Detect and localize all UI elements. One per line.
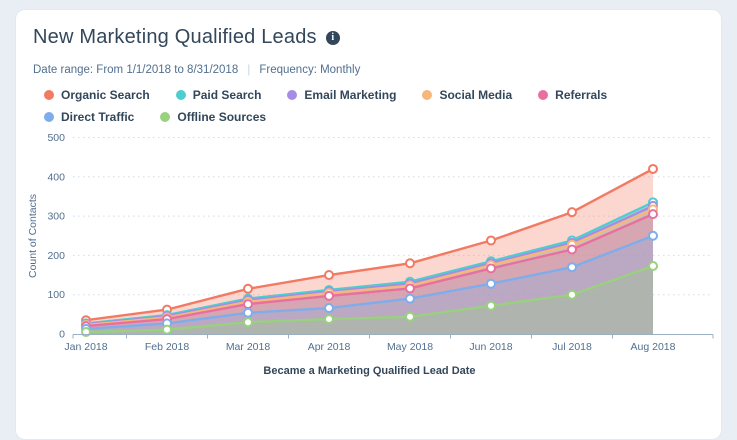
legend-item-organic-search[interactable]: Organic Search <box>44 88 150 102</box>
point-referrals-may-2018[interactable] <box>405 283 415 294</box>
point-organic-search-aug-2018[interactable] <box>648 163 658 174</box>
legend-label: Offline Sources <box>177 110 267 124</box>
point-offline-sources-jul-2018[interactable] <box>567 289 577 300</box>
series-line <box>84 264 655 334</box>
y-tick-label: 400 <box>47 171 65 183</box>
y-tick-label: 300 <box>47 211 65 223</box>
legend-swatch-icon <box>422 90 433 100</box>
legend-item-referrals[interactable]: Referrals <box>538 88 607 102</box>
series-organic-search <box>81 163 658 334</box>
point-offline-sources-mar-2018[interactable] <box>243 317 253 328</box>
point-direct-traffic-apr-2018[interactable] <box>324 303 334 314</box>
legend-label: Social Media <box>439 88 513 102</box>
point-organic-search-jul-2018[interactable] <box>567 207 577 218</box>
info-icon[interactable]: i <box>325 30 340 45</box>
series-line <box>84 167 655 322</box>
y-tick-label: 200 <box>47 250 65 262</box>
y-tick-label: 100 <box>47 289 65 301</box>
point-offline-sources-feb-2018[interactable] <box>162 324 172 335</box>
legend-label: Email Marketing <box>304 88 397 102</box>
legend-item-offline-sources[interactable]: Offline Sources <box>160 110 266 124</box>
legend-swatch-icon <box>538 90 549 100</box>
legend-item-paid-search[interactable]: Paid Search <box>175 88 262 102</box>
series-area <box>86 266 653 334</box>
point-organic-search-apr-2018[interactable] <box>324 270 334 281</box>
series-line <box>84 201 655 325</box>
point-referrals-jun-2018[interactable] <box>486 263 496 274</box>
meta-divider: | <box>247 62 251 76</box>
series-line <box>84 204 655 326</box>
legend-label: Referrals <box>555 88 608 102</box>
report-card: New Marketing Qualified Leads i Date ran… <box>15 9 722 440</box>
x-tick-label: Jan 2018 <box>64 341 107 353</box>
x-tick-label: Jul 2018 <box>552 341 592 353</box>
legend-item-email-marketing[interactable]: Email Marketing <box>287 88 396 102</box>
x-axis: Jan 2018 Feb 2018 Mar 2018 Apr 2018 May 2018… <box>64 334 714 377</box>
point-organic-search-mar-2018[interactable] <box>243 283 253 294</box>
chart-area: 0 100 200 300 400 500 Count of Contacts Jan 201… <box>16 131 721 393</box>
x-tick-label: Aug 2018 <box>631 341 676 353</box>
y-tick-label: 500 <box>47 132 65 144</box>
point-offline-sources-apr-2018[interactable] <box>324 314 334 325</box>
series-area <box>86 168 653 334</box>
point-direct-traffic-may-2018[interactable] <box>405 293 415 304</box>
y-axis-title: Count of Contacts <box>27 194 39 278</box>
legend-label: Organic Search <box>61 88 150 102</box>
point-referrals-apr-2018[interactable] <box>324 290 334 301</box>
legend-swatch-icon <box>44 90 54 100</box>
point-direct-traffic-jun-2018[interactable] <box>486 278 496 289</box>
report-meta: Date range: From 1/1/2018 to 8/31/2018 | F… <box>33 62 721 76</box>
x-tick-label: Feb 2018 <box>145 341 190 353</box>
series-offline-sources <box>81 261 658 338</box>
legend-swatch-icon <box>287 90 298 100</box>
point-direct-traffic-aug-2018[interactable] <box>648 230 658 241</box>
point-referrals-aug-2018[interactable] <box>648 209 658 220</box>
report-header: New Marketing Qualified Leads i <box>16 26 721 49</box>
point-offline-sources-may-2018[interactable] <box>405 311 415 322</box>
point-referrals-jul-2018[interactable] <box>567 244 577 255</box>
series-area <box>86 235 653 334</box>
date-range-label: Date range: From 1/1/2018 to 8/31/2018 <box>33 64 239 76</box>
y-axis: 0 100 200 300 400 500 Count of Contacts <box>27 132 65 341</box>
series-line <box>84 208 655 327</box>
point-organic-search-may-2018[interactable] <box>405 258 415 269</box>
point-referrals-mar-2018[interactable] <box>243 299 253 310</box>
point-direct-traffic-jul-2018[interactable] <box>567 262 577 273</box>
chart-legend: Organic Search Paid Search Email Marketing… <box>44 88 706 124</box>
x-axis-title: Became a Marketing Qualified Lead Date <box>263 365 475 377</box>
series-area <box>86 202 653 334</box>
point-offline-sources-jun-2018[interactable] <box>486 300 496 311</box>
legend-item-direct-traffic[interactable]: Direct Traffic <box>44 110 134 124</box>
gridlines <box>73 137 713 296</box>
series-line <box>84 212 655 328</box>
point-organic-search-jun-2018[interactable] <box>486 235 496 246</box>
x-tick-label: Apr 2018 <box>308 341 351 353</box>
legend-label: Paid Search <box>192 88 262 102</box>
y-tick-label: 0 <box>59 329 65 341</box>
legend-swatch-icon <box>160 112 171 122</box>
x-tick-label: Mar 2018 <box>226 341 271 353</box>
point-offline-sources-aug-2018[interactable] <box>648 261 658 272</box>
leads-area-chart: 0 100 200 300 400 500 Count of Contacts Jan 201… <box>27 132 714 377</box>
legend-item-social-media[interactable]: Social Media <box>422 88 512 102</box>
series-line <box>84 234 655 331</box>
series-direct-traffic <box>81 230 658 334</box>
x-tick-label: Jun 2018 <box>469 341 512 353</box>
x-tick-label: May 2018 <box>387 341 433 353</box>
point-direct-traffic-mar-2018[interactable] <box>243 307 253 318</box>
legend-swatch-icon <box>175 90 186 100</box>
legend-label: Direct Traffic <box>61 110 135 124</box>
frequency-label: Frequency: Monthly <box>259 64 361 76</box>
page-title: New Marketing Qualified Leads <box>33 26 317 48</box>
legend-swatch-icon <box>44 112 54 122</box>
